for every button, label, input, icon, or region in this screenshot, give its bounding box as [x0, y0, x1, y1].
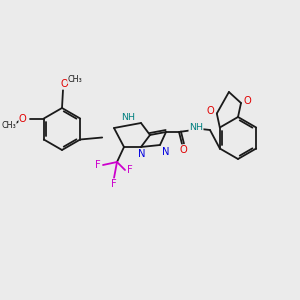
Text: O: O [19, 113, 27, 124]
Text: F: F [111, 179, 117, 189]
Text: NH: NH [121, 112, 135, 122]
Text: O: O [243, 96, 251, 106]
Text: O: O [207, 106, 215, 116]
Text: N: N [162, 147, 170, 157]
Text: CH₃: CH₃ [68, 74, 82, 83]
Text: O: O [60, 79, 68, 89]
Text: F: F [127, 165, 133, 175]
Text: O: O [179, 145, 187, 155]
Text: F: F [95, 160, 101, 170]
Text: N: N [138, 149, 146, 159]
Text: NH: NH [189, 124, 203, 133]
Text: CH₃: CH₃ [2, 121, 16, 130]
